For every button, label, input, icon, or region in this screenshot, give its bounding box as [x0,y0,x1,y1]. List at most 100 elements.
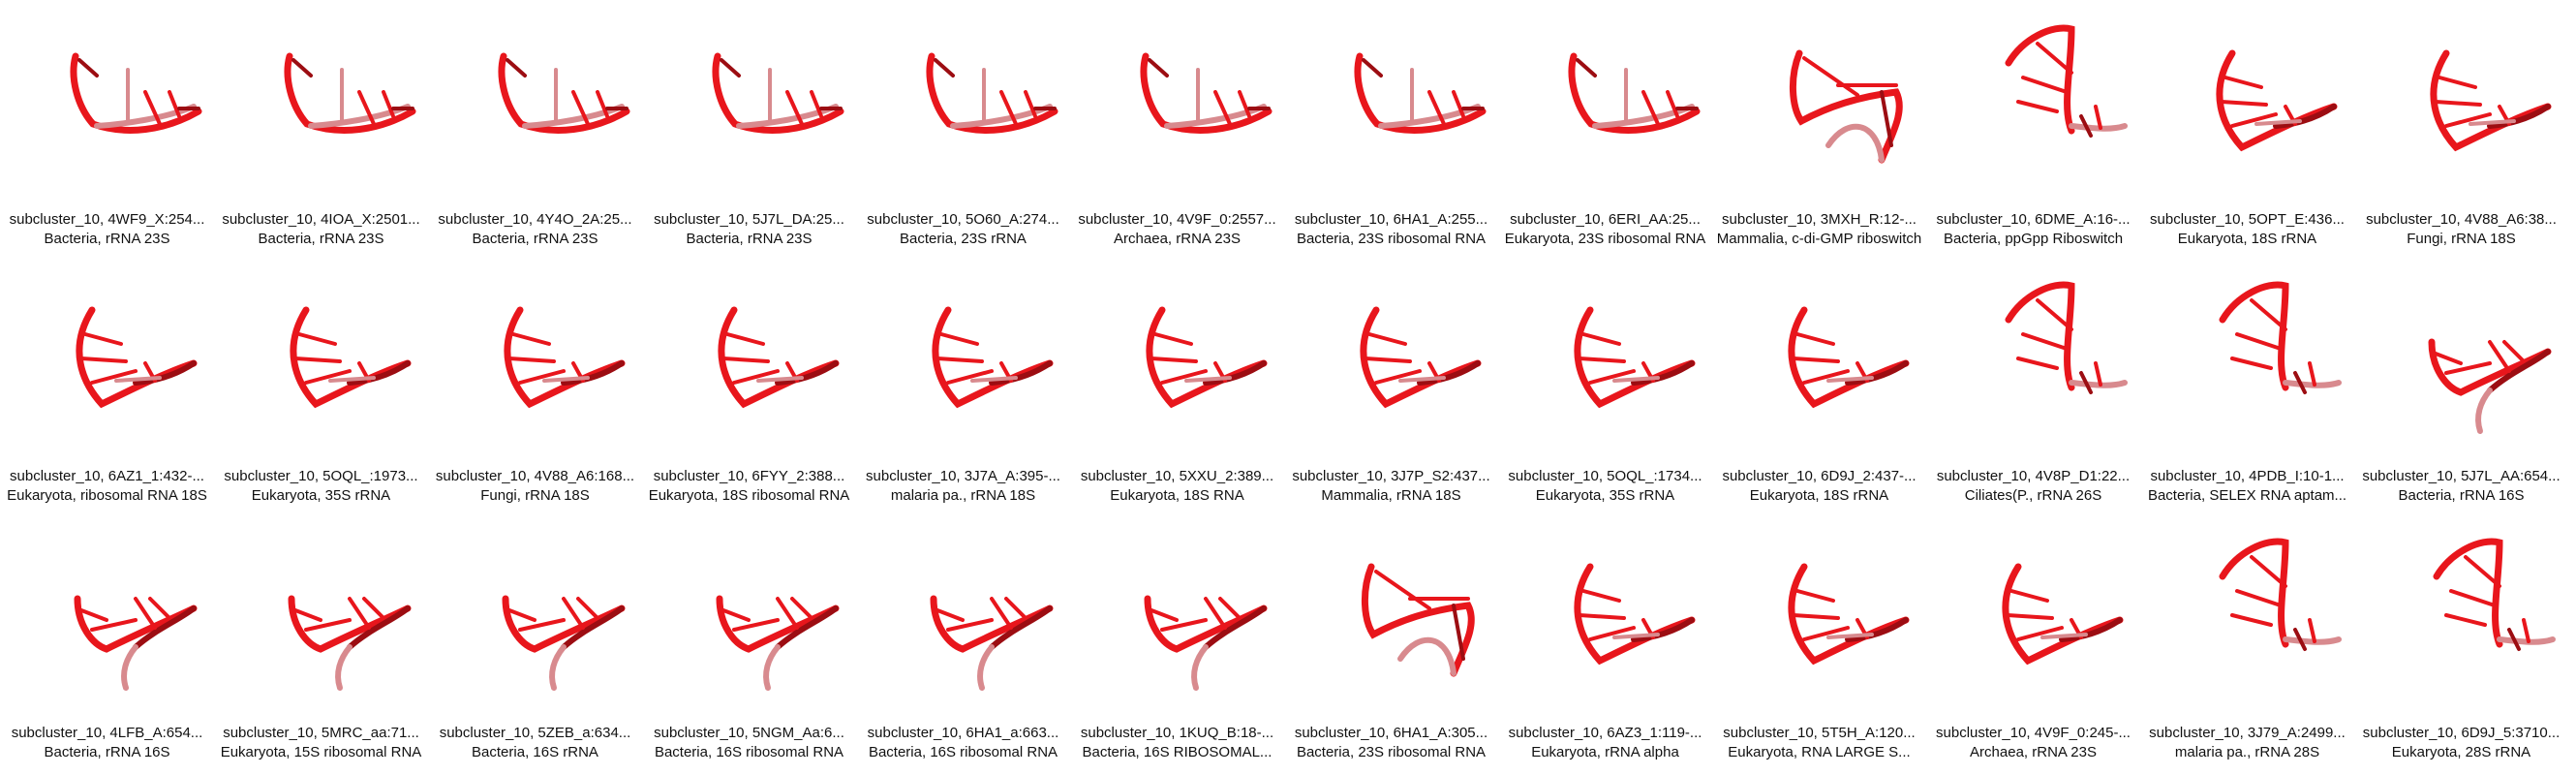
base-pair-stick [2250,555,2287,588]
base-pair-stick [571,90,590,126]
base-pair-stick [1826,376,1874,383]
rna-structure-thumbnail [290,306,412,409]
base-pair-stick [2308,618,2316,643]
structure-tile: subcluster_10, 6ERI_AA:25... Eukaryota, 2… [1498,0,1712,254]
structure-label: subcluster_10, 4IOA_X:2501... [222,211,420,228]
structure-label: subcluster_10, 6ERI_AA:25... [1510,211,1701,228]
base-pair-stick [2094,361,2102,387]
backbone-strand [2069,123,2128,132]
base-pair-stick [1578,613,1626,620]
base-pair-stick [83,332,123,346]
base-pair-stick [1581,332,1621,346]
base-pair-stick [542,376,590,383]
rna-structure-thumbnail [2005,281,2128,394]
backbone-strand [2433,538,2503,648]
backbone-strand [1788,563,1910,666]
base-pair-stick [1238,90,1251,118]
backbone-strand [133,605,197,650]
structure-label: subcluster_10, 4V88_A6:168... [435,468,635,484]
structure-description: Bacteria, 16S ribosomal RNA [868,744,1058,760]
base-pair-stick [2449,589,2497,607]
base-pair-stick [114,376,162,383]
structure-label: subcluster_10, 6DME_A:16-... [1936,211,2131,228]
backbone-strand [2430,49,2552,152]
backbone-strand [1631,360,1695,386]
base-pair-stick [328,376,376,383]
structure-tile: subcluster_10, 5ZEB_a:634... Bacteria, 16… [428,513,642,767]
base-pair-stick [946,618,994,632]
backbone-strand [1354,52,1487,134]
structure-label: subcluster_10, 6D9J_2:437-... [1722,468,1917,484]
base-pair-stick [506,58,527,78]
base-pair-stick [1452,90,1465,118]
rna-structure-thumbnail [1146,306,1268,409]
base-pair-stick [1588,626,1636,641]
base-pair-stick [1153,332,1193,346]
structure-label: subcluster_10, 5O60_A:274... [867,211,1059,228]
base-pair-stick [2308,361,2316,387]
structure-label: subcluster_10, 3J7P_S2:437... [1292,468,1490,484]
base-pair-stick [348,597,371,630]
base-pair-stick [721,608,751,622]
backbone-strand [932,306,1054,409]
base-pair-stick [382,90,395,118]
backbone-strand [284,52,416,134]
base-pair-stick [1398,376,1446,383]
backbone-strand [2069,380,2128,388]
base-pair-stick [2502,340,2526,363]
rna-structure-thumbnail [1140,52,1273,134]
structure-description: Eukaryota, 35S rRNA [1535,487,1675,504]
rna-structure-thumbnail [712,52,844,134]
rna-structure-thumbnail [1361,563,1475,677]
backbone-strand [1146,306,1268,409]
base-pair-stick [2235,332,2283,351]
rna-structure-thumbnail [1144,595,1268,691]
base-pair-stick [2220,100,2268,107]
backbone-strand [1191,644,1209,691]
structure-label: subcluster_10, 4WF9_X:254... [9,211,205,228]
backbone-strand [1397,636,1457,676]
structure-label: subcluster_10, 6HA1_A:255... [1294,211,1488,228]
base-pair-stick [1792,613,1840,620]
structure-description: malaria pa., rRNA 28S [2174,744,2320,760]
rna-structure-thumbnail [2002,563,2124,666]
structure-tile: subcluster_10, 5MRC_aa:71... Eukaryota, 1… [214,513,428,767]
structure-tile: subcluster_10, 3MXH_R:12-... Mammalia, c-… [1712,0,1926,254]
backbone-strand [2428,338,2552,396]
structure-description: Bacteria, rRNA 23S [472,231,598,247]
structure-description: Bacteria, 16S ribosomal RNA [654,744,844,760]
base-pair-stick [1578,356,1626,363]
base-pair-stick [2094,105,2102,130]
base-pair-stick [297,332,337,346]
base-pair-stick [790,597,813,620]
backbone-strand [1845,617,1909,642]
base-pair-stick [2469,119,2516,126]
backbone-strand [1140,52,1273,134]
base-pair-stick [2036,298,2073,331]
base-pair-stick [576,597,599,620]
backbone-strand [989,605,1053,650]
structure-description: Fungi, rRNA 18S [480,487,590,504]
structure-tile: subcluster_10, 3J7P_S2:437... Mammalia, r… [1284,257,1498,511]
base-pair-stick [79,608,108,622]
base-pair-stick [2009,589,2049,603]
base-pair-stick [304,369,352,385]
structure-tile: subcluster_10, 6HA1_A:305... Bacteria, 23… [1284,513,1498,767]
structure-label: subcluster_10, 1KUQ_B:18-... [1080,725,1274,741]
backbone-strand [775,360,839,386]
base-pair-stick [362,597,385,620]
base-pair-stick [2488,340,2511,373]
structure-tile: subcluster_10, 4V9F_0:2557... Archaea, rR… [1070,0,1284,254]
base-pair-stick [2036,42,2073,75]
rna-structure-thumbnail [76,306,198,409]
backbone-strand [716,595,840,653]
base-pair-stick [1367,332,1407,346]
structure-label: subcluster_10, 4PDB_I:10-1... [2150,468,2345,484]
structure-label: subcluster_10, 3J79_A:2499... [2149,725,2346,741]
structure-description: Bacteria, rRNA 23S [686,231,813,247]
backbone-strand [930,595,1054,653]
structure-label: subcluster_10, 4V88_A6:38... [2366,211,2557,228]
structure-description: Eukaryota, 15S ribosomal RNA [220,744,422,760]
backbone-strand [2219,281,2289,391]
structure-description: Bacteria, 23S ribosomal RNA [1296,231,1487,247]
